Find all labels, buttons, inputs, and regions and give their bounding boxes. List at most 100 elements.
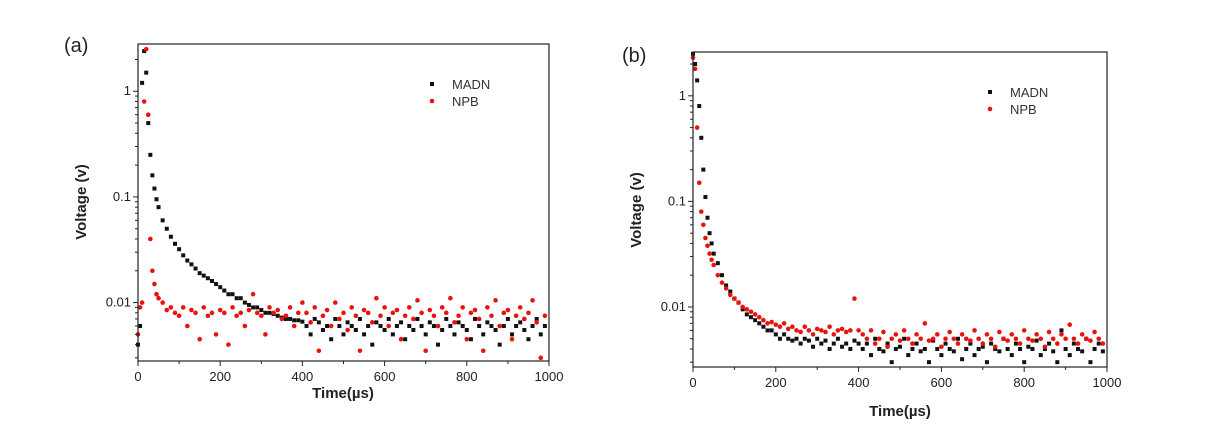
data-point bbox=[345, 320, 350, 325]
x-tick-label: 600 bbox=[374, 369, 396, 384]
x-tick-label: 600 bbox=[931, 375, 953, 390]
data-point bbox=[419, 310, 424, 316]
data-point bbox=[740, 307, 745, 312]
data-point bbox=[526, 310, 531, 316]
legend-marker-square bbox=[988, 90, 992, 94]
data-point bbox=[777, 336, 782, 341]
data-point bbox=[476, 316, 482, 322]
data-point bbox=[1096, 336, 1102, 342]
data-point bbox=[707, 231, 712, 236]
data-point bbox=[255, 305, 260, 310]
data-point bbox=[860, 332, 866, 337]
data-point bbox=[481, 332, 486, 337]
data-point bbox=[213, 332, 219, 337]
data-point bbox=[431, 313, 437, 319]
data-point bbox=[209, 279, 214, 284]
data-point bbox=[811, 344, 816, 349]
data-point bbox=[705, 243, 710, 249]
data-point bbox=[259, 308, 264, 313]
data-point bbox=[840, 344, 845, 349]
data-point bbox=[934, 332, 940, 337]
data-point bbox=[292, 318, 297, 323]
data-point bbox=[452, 320, 457, 325]
data-point bbox=[160, 218, 165, 223]
data-point bbox=[517, 305, 523, 310]
data-point bbox=[538, 355, 544, 361]
data-point bbox=[856, 341, 861, 346]
data-point bbox=[699, 135, 704, 140]
data-point bbox=[1075, 341, 1081, 346]
data-point bbox=[152, 281, 157, 287]
data-point bbox=[889, 336, 895, 342]
data-point bbox=[856, 328, 861, 333]
data-point bbox=[905, 336, 911, 342]
data-point bbox=[707, 251, 712, 256]
data-point bbox=[727, 292, 733, 298]
data-point bbox=[1030, 346, 1035, 351]
data-point bbox=[898, 344, 902, 349]
data-point bbox=[980, 341, 986, 346]
data-point bbox=[222, 288, 227, 293]
data-point bbox=[852, 296, 857, 301]
data-point bbox=[489, 324, 494, 329]
data-point bbox=[275, 313, 280, 318]
data-point bbox=[955, 341, 961, 346]
data-point bbox=[205, 276, 210, 281]
data-point bbox=[150, 268, 155, 274]
data-point bbox=[501, 324, 506, 329]
data-point bbox=[238, 296, 243, 301]
data-point bbox=[1055, 360, 1060, 365]
data-point bbox=[382, 328, 387, 333]
data-point bbox=[976, 336, 981, 342]
data-point bbox=[806, 328, 812, 333]
data-point bbox=[976, 346, 981, 351]
data-point bbox=[955, 336, 960, 341]
data-point bbox=[732, 296, 737, 301]
data-point bbox=[316, 320, 321, 325]
data-point bbox=[761, 317, 766, 323]
data-point bbox=[1059, 328, 1064, 333]
y-tick-label: 1 bbox=[679, 88, 686, 103]
data-point bbox=[1017, 341, 1023, 346]
data-point bbox=[378, 324, 383, 329]
data-point bbox=[1026, 344, 1031, 349]
data-point bbox=[881, 349, 886, 354]
data-point bbox=[238, 310, 244, 316]
data-point bbox=[1063, 336, 1068, 342]
legend: MADN NPB bbox=[429, 77, 490, 109]
data-point bbox=[230, 292, 235, 297]
data-point bbox=[353, 313, 359, 319]
data-point bbox=[703, 235, 708, 241]
data-point bbox=[968, 341, 973, 346]
x-tick-label: 0 bbox=[134, 369, 141, 384]
data-point bbox=[1096, 341, 1101, 346]
data-point bbox=[382, 305, 387, 310]
data-point bbox=[951, 336, 957, 342]
data-point bbox=[757, 321, 762, 326]
data-point bbox=[1059, 332, 1064, 337]
data-point bbox=[773, 322, 779, 327]
data-point bbox=[456, 313, 461, 319]
data-point bbox=[893, 332, 899, 337]
data-point bbox=[386, 323, 392, 329]
data-point bbox=[394, 324, 399, 329]
data-point bbox=[752, 312, 758, 317]
x-tick-label: 1000 bbox=[1093, 375, 1122, 390]
y-tick-label: 0.1 bbox=[113, 189, 131, 204]
data-point bbox=[843, 329, 849, 335]
data-point bbox=[214, 281, 219, 286]
data-point bbox=[505, 307, 511, 313]
data-point bbox=[694, 125, 700, 130]
data-point bbox=[939, 344, 944, 350]
data-point bbox=[300, 319, 305, 324]
x-tick-label: 400 bbox=[848, 375, 870, 390]
data-point bbox=[848, 346, 853, 351]
data-point bbox=[357, 316, 362, 321]
data-point bbox=[218, 285, 223, 290]
data-point bbox=[263, 332, 268, 337]
data-point bbox=[267, 305, 272, 310]
data-point bbox=[868, 328, 874, 333]
data-point bbox=[394, 307, 400, 313]
data-point bbox=[872, 341, 878, 346]
data-point bbox=[860, 346, 865, 351]
